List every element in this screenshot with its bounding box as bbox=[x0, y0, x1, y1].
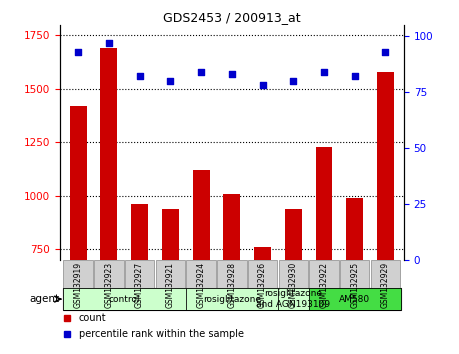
Text: control: control bbox=[108, 295, 140, 304]
Text: GSM132921: GSM132921 bbox=[166, 262, 175, 308]
Point bbox=[382, 49, 389, 55]
Point bbox=[290, 78, 297, 84]
Text: count: count bbox=[78, 313, 106, 323]
Point bbox=[320, 69, 328, 75]
Bar bbox=[63, 288, 401, 310]
Bar bbox=[309, 260, 339, 288]
Bar bbox=[101, 48, 118, 354]
Point bbox=[136, 74, 143, 79]
Text: GSM132927: GSM132927 bbox=[135, 262, 144, 308]
Bar bbox=[94, 260, 123, 288]
Bar bbox=[371, 260, 400, 288]
Bar bbox=[224, 194, 240, 354]
Title: GDS2453 / 200913_at: GDS2453 / 200913_at bbox=[163, 11, 301, 24]
Bar bbox=[186, 260, 216, 288]
Bar bbox=[186, 288, 278, 310]
Bar bbox=[278, 288, 308, 310]
Bar bbox=[125, 260, 154, 288]
Point bbox=[351, 74, 358, 79]
Point bbox=[105, 40, 112, 46]
Bar bbox=[63, 288, 186, 310]
Text: AM580: AM580 bbox=[339, 295, 370, 304]
Bar bbox=[248, 260, 277, 288]
Bar bbox=[315, 147, 332, 354]
Bar bbox=[346, 198, 363, 354]
Text: GSM132922: GSM132922 bbox=[319, 262, 329, 308]
Point bbox=[74, 49, 82, 55]
Text: GSM132929: GSM132929 bbox=[381, 262, 390, 308]
Text: percentile rank within the sample: percentile rank within the sample bbox=[78, 329, 244, 339]
Text: rosiglitazone: rosiglitazone bbox=[203, 295, 261, 304]
Bar bbox=[131, 204, 148, 354]
Bar bbox=[254, 247, 271, 354]
Bar bbox=[377, 72, 394, 354]
Bar bbox=[285, 209, 302, 354]
Point bbox=[167, 78, 174, 84]
Text: GSM132925: GSM132925 bbox=[350, 262, 359, 308]
Point bbox=[197, 69, 205, 75]
Text: rosiglitazone
and AGN193109: rosiglitazone and AGN193109 bbox=[256, 289, 330, 309]
Bar bbox=[70, 106, 87, 354]
Text: GSM132924: GSM132924 bbox=[196, 262, 206, 308]
Text: GSM132923: GSM132923 bbox=[104, 262, 113, 308]
Point bbox=[259, 82, 266, 88]
Text: agent: agent bbox=[29, 294, 60, 304]
Bar bbox=[193, 170, 209, 354]
Bar bbox=[217, 260, 246, 288]
Bar bbox=[63, 260, 93, 288]
Bar bbox=[308, 288, 401, 310]
Point bbox=[228, 71, 235, 77]
Bar bbox=[156, 260, 185, 288]
Bar bbox=[162, 209, 179, 354]
Text: GSM132930: GSM132930 bbox=[289, 262, 298, 308]
Bar bbox=[279, 260, 308, 288]
Bar bbox=[340, 260, 369, 288]
Text: GSM132919: GSM132919 bbox=[73, 262, 83, 308]
Text: GSM132928: GSM132928 bbox=[227, 262, 236, 308]
Text: GSM132926: GSM132926 bbox=[258, 262, 267, 308]
